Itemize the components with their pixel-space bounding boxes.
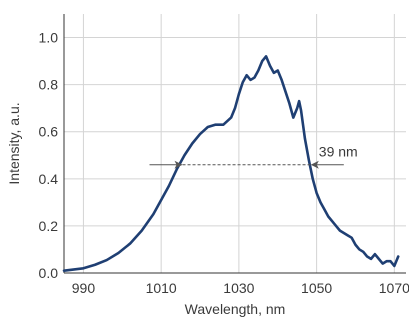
spectrum-line [62,55,400,272]
fwhm-right-arrowhead [310,160,319,169]
fwhm-left-arrowhead [174,160,183,169]
y-tick-label: 0.8 [39,77,59,93]
x-tick-label: 1050 [301,280,332,296]
fwhm-label: 39 nm [319,144,358,160]
x-tick-label: 990 [72,280,96,296]
y-tick-label: 0.4 [39,171,59,187]
series [62,55,400,272]
y-tick-label: 0.0 [39,265,59,281]
y-axis-title: Intensity, a.u. [6,102,22,184]
x-tick-label: 1070 [379,280,409,296]
y-tick-label: 0.6 [39,124,59,140]
y-tick-label: 1.0 [39,30,59,46]
axes [63,14,406,274]
y-tick-label: 0.2 [39,218,59,234]
x-tick-label: 1030 [223,280,254,296]
tick-labels: 990 1010 1030 1050 1070 0.0 0.2 0.4 0.6 0.8 1.0 [39,30,409,296]
fwhm-annotation: 39 nm [149,144,358,169]
x-axis-title: Wavelength, nm [185,301,286,317]
x-tick-label: 1010 [146,280,177,296]
